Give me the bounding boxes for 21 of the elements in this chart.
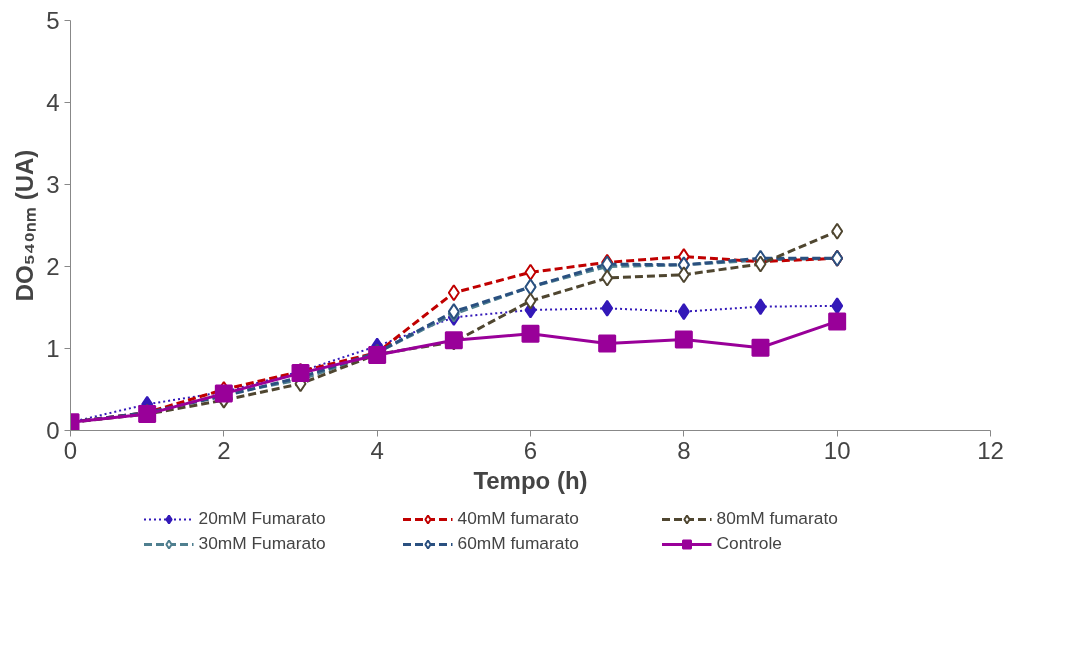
legend-label: 60mM fumarato [457, 533, 580, 554]
y-tick-label: 2 [46, 253, 60, 280]
x-tick-label: 4 [370, 436, 384, 464]
x-tick-label: 2 [217, 436, 231, 464]
x-tick-label: 10 [823, 436, 851, 464]
x-tick-label: 12 [977, 436, 1004, 464]
y-tick-label: 0 [46, 417, 60, 444]
y-tick-label: 5 [46, 7, 60, 34]
legend-label: Controle [716, 533, 783, 554]
y-tick-label: 4 [46, 89, 60, 116]
y-tick-label: 3 [46, 171, 60, 198]
legend-label: 80mM fumarato [716, 508, 839, 529]
x-tick-label: 6 [523, 436, 538, 464]
y-axis-title: DO₅₄₀ₙₘ (UA) [11, 149, 39, 302]
legend-label: 40mM fumarato [457, 508, 580, 529]
x-tick-label: 0 [63, 436, 78, 464]
legend-label: 20mM Fumarato [198, 508, 327, 529]
legend-label: 30mM Fumarato [198, 533, 327, 554]
x-tick-label: 8 [677, 436, 691, 464]
y-tick-label: 1 [46, 335, 60, 362]
x-axis-title: Tempo (h) [473, 466, 588, 494]
